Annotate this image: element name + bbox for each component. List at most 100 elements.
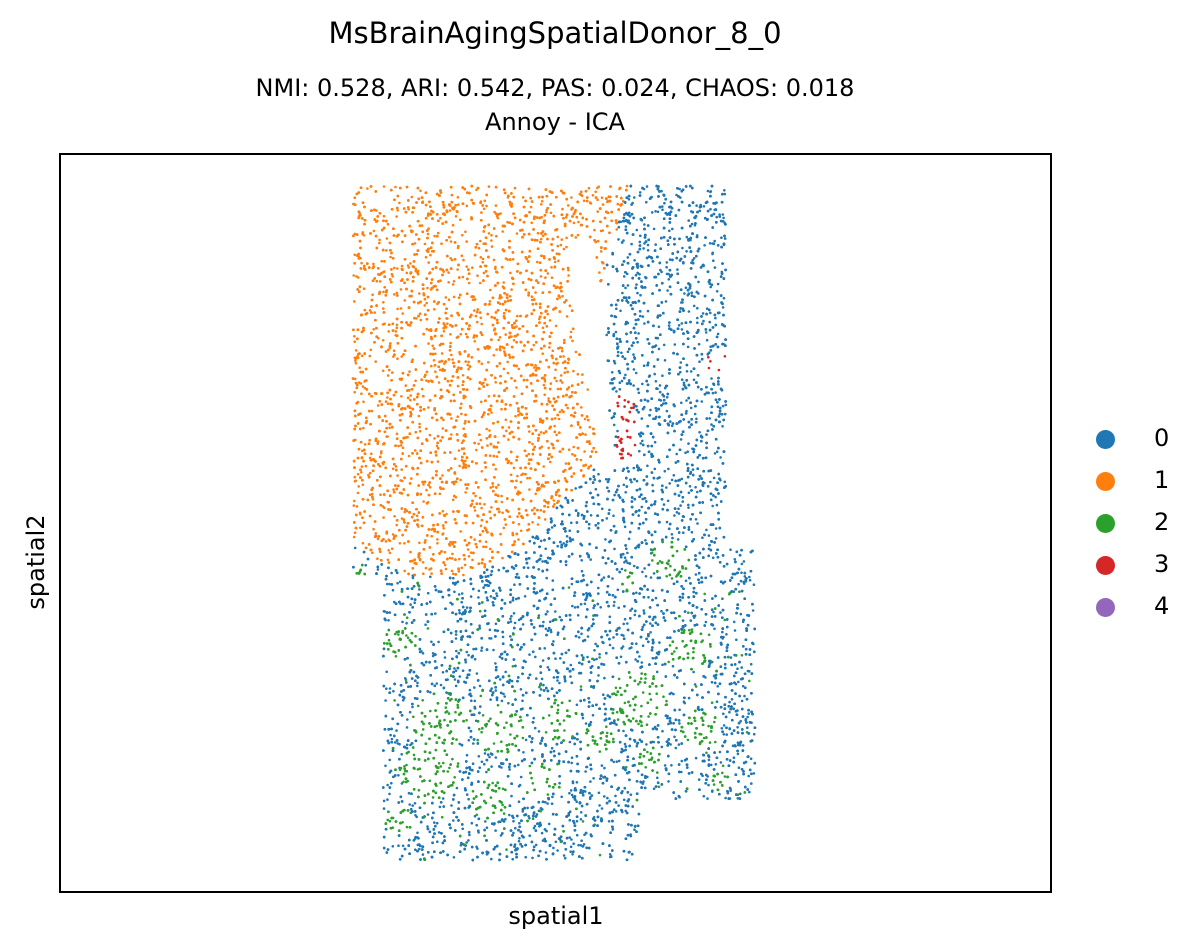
scatter-point (505, 429, 508, 433)
scatter-point (467, 839, 470, 842)
scatter-point (605, 517, 609, 520)
scatter-point (657, 347, 661, 351)
scatter-point (688, 628, 691, 632)
scatter-point (685, 370, 689, 373)
scatter-point (562, 719, 566, 722)
scatter-point (668, 482, 671, 485)
scatter-point (521, 736, 525, 740)
scatter-point (576, 233, 580, 237)
scatter-point (451, 757, 454, 761)
scatter-point (748, 578, 752, 582)
scatter-point (352, 504, 356, 507)
scatter-point (665, 265, 668, 269)
scatter-point (363, 308, 367, 312)
scatter-point (559, 657, 562, 660)
scatter-point (460, 600, 464, 604)
scatter-point (633, 259, 636, 262)
scatter-point (680, 301, 683, 304)
scatter-point (444, 296, 448, 299)
scatter-point (589, 558, 592, 561)
scatter-point (528, 488, 531, 491)
scatter-point (487, 395, 491, 398)
scatter-point (511, 430, 514, 434)
scatter-point (591, 713, 595, 717)
scatter-point (550, 802, 554, 805)
scatter-point (577, 843, 580, 847)
scatter-point (629, 454, 633, 457)
scatter-point (412, 715, 415, 719)
scatter-point (494, 689, 498, 692)
scatter-point (665, 575, 668, 578)
scatter-point (418, 422, 421, 426)
scatter-point (561, 381, 564, 384)
scatter-point (424, 539, 427, 542)
scatter-point (644, 575, 648, 578)
scatter-point (716, 282, 720, 286)
scatter-point (689, 619, 693, 622)
scatter-point (624, 286, 627, 290)
scatter-point (576, 372, 580, 376)
scatter-point (725, 733, 728, 736)
scatter-point (508, 813, 511, 817)
scatter-point (382, 214, 386, 218)
scatter-point (391, 588, 395, 592)
scatter-point (401, 629, 405, 633)
scatter-point (646, 243, 650, 247)
scatter-point (716, 332, 720, 336)
scatter-point (721, 771, 724, 775)
scatter-point (405, 726, 409, 729)
scatter-point (675, 452, 678, 456)
scatter-point (571, 538, 575, 541)
scatter-point (652, 572, 656, 575)
scatter-point (422, 500, 425, 503)
scatter-point (425, 379, 428, 382)
scatter-point (452, 576, 455, 580)
scatter-point (649, 631, 652, 634)
scatter-point (723, 775, 727, 778)
scatter-point (696, 316, 699, 320)
scatter-point (479, 239, 482, 243)
scatter-point (594, 450, 598, 454)
scatter-point (539, 275, 543, 278)
scatter-point (512, 612, 516, 615)
scatter-point (484, 540, 488, 544)
scatter-point (510, 376, 513, 380)
scatter-point (680, 378, 684, 382)
scatter-point (467, 360, 470, 364)
scatter-point (706, 189, 710, 193)
scatter-point (426, 286, 429, 290)
scatter-point (371, 551, 374, 555)
scatter-point (723, 412, 727, 416)
scatter-point (713, 720, 716, 724)
scatter-point (687, 506, 690, 510)
scatter-point (605, 725, 608, 728)
scatter-point (524, 855, 527, 859)
scatter-point (639, 234, 642, 238)
scatter-point (552, 676, 556, 679)
scatter-point (549, 211, 553, 215)
scatter-point (532, 716, 535, 720)
scatter-point (459, 844, 463, 847)
scatter-point (480, 211, 483, 214)
scatter-point (546, 505, 550, 509)
scatter-point (382, 799, 386, 803)
scatter-point (521, 196, 525, 199)
scatter-point (639, 677, 643, 680)
scatter-point (702, 205, 706, 208)
scatter-point (617, 804, 620, 807)
scatter-point (397, 844, 400, 847)
scatter-point (484, 820, 487, 823)
scatter-point (694, 573, 698, 576)
scatter-point (698, 209, 702, 213)
scatter-point (626, 551, 629, 555)
scatter-point (382, 185, 386, 188)
scatter-point (637, 683, 640, 686)
scatter-point (601, 203, 605, 206)
scatter-point (710, 701, 714, 704)
scatter-point (552, 749, 556, 753)
scatter-point (362, 287, 366, 291)
scatter-point (563, 371, 566, 375)
scatter-point (598, 853, 602, 857)
scatter-point (673, 735, 676, 739)
